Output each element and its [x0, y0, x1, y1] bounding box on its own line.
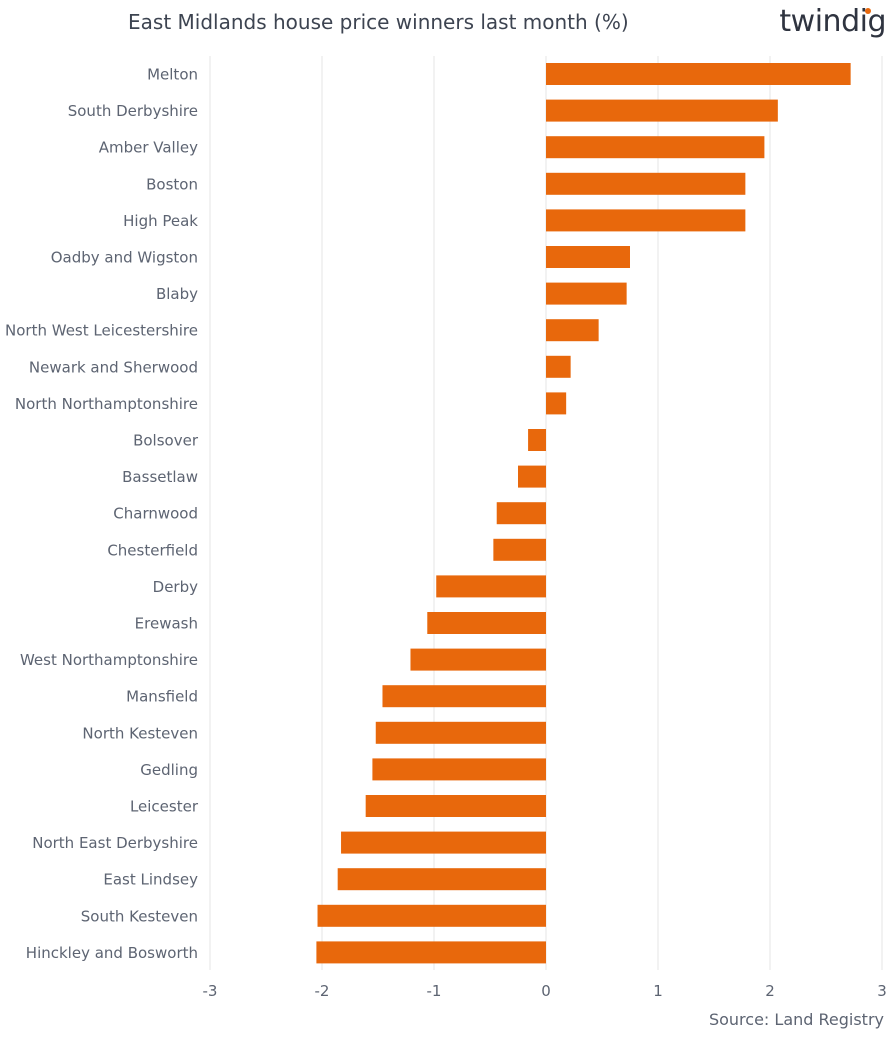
x-tick-label: 3 — [877, 982, 887, 1000]
bar — [410, 648, 546, 671]
category-label: Hinckley and Bosworth — [26, 944, 198, 962]
bar — [496, 502, 546, 525]
category-labels: Melton South Derbyshire Amber Valley Boston… — [5, 66, 199, 962]
category-label: Oadby and Wigston — [51, 249, 198, 267]
category-label: Derby — [153, 578, 198, 596]
bar — [546, 319, 599, 342]
bar — [382, 685, 546, 708]
bar — [375, 721, 546, 744]
category-label: West Northamptonshire — [20, 651, 198, 669]
x-tick-label: -2 — [315, 982, 330, 1000]
x-tick-label: 1 — [653, 982, 663, 1000]
category-label: Boston — [146, 175, 198, 193]
logo-dot-icon — [865, 8, 872, 14]
category-label: Chesterfield — [107, 541, 198, 559]
bar — [546, 99, 778, 122]
bar — [427, 612, 546, 634]
category-label: Bolsover — [133, 432, 199, 450]
bar — [546, 282, 627, 305]
bar — [493, 538, 546, 561]
bar — [372, 758, 546, 781]
category-label: South Derbyshire — [68, 102, 198, 120]
x-tick-label: -3 — [203, 982, 218, 1000]
bar — [546, 136, 765, 159]
category-label: Charnwood — [113, 505, 198, 523]
category-label: Gedling — [140, 761, 198, 779]
bar — [341, 831, 546, 854]
bars — [316, 63, 851, 964]
x-axis-ticks: -3 -2 -1 0 1 2 3 — [203, 982, 887, 1000]
category-label: South Kesteven — [81, 907, 198, 925]
category-label: High Peak — [123, 212, 198, 230]
twindig-logo[interactable]: twindig — [779, 4, 886, 39]
category-label: Erewash — [135, 615, 198, 633]
x-tick-label: 2 — [765, 982, 775, 1000]
bar — [546, 172, 746, 195]
category-label: North Northamptonshire — [15, 395, 198, 413]
bar — [316, 941, 546, 964]
bar — [337, 868, 546, 891]
bar — [546, 246, 630, 268]
bar — [436, 575, 546, 598]
bar — [546, 355, 571, 378]
source-note: Source: Land Registry — [708, 1010, 884, 1029]
category-label: Mansfield — [126, 688, 198, 706]
category-label: Blaby — [156, 285, 198, 303]
bar — [528, 429, 546, 451]
category-label: North West Leicestershire — [5, 322, 198, 340]
x-tick-label: -1 — [427, 982, 442, 1000]
chart-title: East Midlands house price winners last m… — [128, 10, 629, 34]
category-label: Newark and Sherwood — [29, 358, 198, 376]
bar — [546, 209, 746, 232]
bar — [546, 63, 851, 85]
category-label: Melton — [147, 66, 198, 84]
category-label: Leicester — [130, 798, 199, 816]
category-label: Amber Valley — [99, 139, 198, 157]
category-label: East Lindsey — [103, 871, 198, 889]
bar — [518, 465, 546, 488]
bar — [546, 392, 567, 415]
bar — [317, 904, 546, 927]
bar — [365, 795, 546, 817]
x-tick-label: 0 — [541, 982, 551, 1000]
category-label: Bassetlaw — [122, 468, 198, 486]
category-label: North Kesteven — [82, 724, 198, 742]
category-label: North East Derbyshire — [32, 834, 198, 852]
